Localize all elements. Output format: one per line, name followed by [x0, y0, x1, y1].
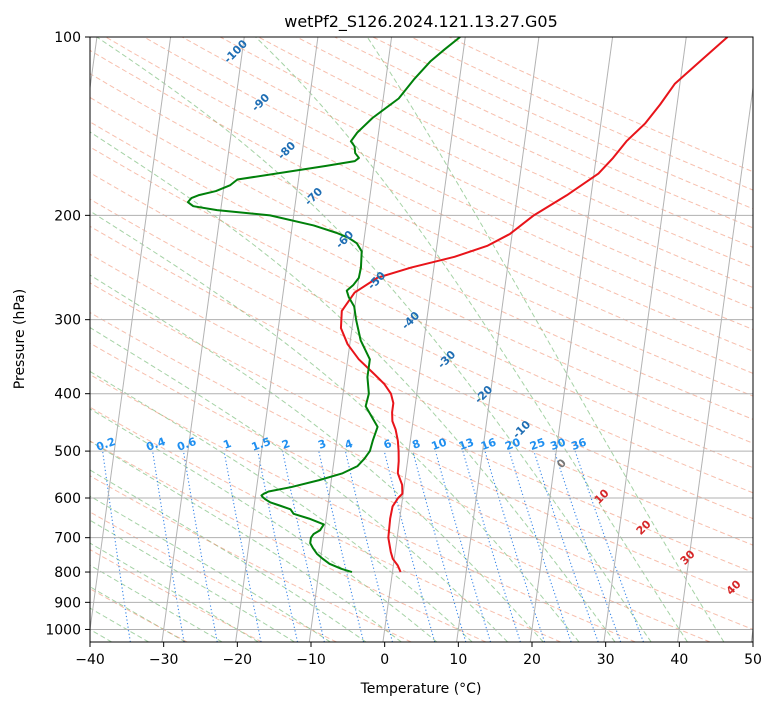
isotherm-line [90, 37, 172, 634]
y-tick-label: 600 [54, 491, 81, 507]
mixing-ratio-label: 0.6 [175, 435, 198, 454]
y-tick-label: 800 [54, 565, 81, 581]
moist-adiabat-line [255, 37, 688, 642]
dry-adiabat-line [90, 282, 753, 602]
mixing-ratio-line [318, 450, 365, 642]
moist-adiabat-line [90, 370, 473, 642]
moist-adiabat-line [90, 408, 438, 642]
dry-adiabat-line [90, 440, 487, 642]
isotherm-line [308, 37, 393, 642]
x-tick-label: −10 [296, 652, 326, 668]
mixing-ratio-line [152, 451, 185, 642]
mixing-ratio-label: 1.5 [250, 435, 273, 454]
mixing-ratio-label: 16 [479, 436, 498, 454]
mixing-ratio-line [257, 450, 299, 642]
mixing-ratio-line [533, 450, 599, 642]
dewpoint-profile-line [186, 37, 461, 573]
mixing-ratio-line [508, 450, 572, 642]
mixing-ratio-line [282, 450, 325, 642]
moist-adiabat-line [90, 274, 544, 642]
plot-frame [89, 36, 754, 643]
x-tick-label: −30 [149, 652, 179, 668]
mixing-ratio-label: 3 [316, 437, 328, 452]
y-tick-label: 200 [54, 208, 81, 224]
mixing-ratio-label: 10 [430, 436, 449, 454]
y-tick-label: 700 [54, 531, 81, 547]
isotherm-line [235, 37, 319, 642]
dry-adiabat-line [90, 311, 753, 630]
y-tick-label: 1000 [45, 622, 81, 638]
isotherm-line [456, 37, 540, 642]
x-tick-label: −40 [75, 652, 105, 668]
dry-adiabat-line [181, 37, 753, 309]
dry-adiabat-line [143, 37, 753, 331]
dry-adiabat-line [90, 73, 753, 397]
dry-adiabat-line [90, 96, 753, 420]
mixing-ratio-label: 2 [280, 437, 292, 452]
isotherm-line [677, 84, 753, 642]
mixing-ratio-label: 20 [503, 436, 522, 454]
isotherm-line [603, 37, 687, 642]
isotherm-line [529, 37, 614, 642]
mixing-ratio-line [182, 451, 218, 642]
mixing-ratio-line [553, 450, 622, 642]
x-tick-label: −20 [223, 652, 253, 668]
mixing-ratio-label: 0.2 [94, 435, 117, 454]
y-tick-label: 900 [54, 595, 81, 611]
x-tick-label: 30 [597, 652, 615, 668]
dry-adiabat-line [105, 37, 753, 352]
mixing-ratio-label: 1 [222, 437, 234, 452]
moist-adiabat-line [90, 469, 367, 642]
moist-adiabat-line [90, 586, 186, 642]
mixing-ratio-line [484, 450, 546, 642]
mixing-ratio-line [223, 451, 262, 642]
moist-adiabat-line [90, 440, 402, 642]
moist-adiabat-line [90, 564, 223, 642]
mixing-ratio-label: 0.4 [144, 435, 167, 454]
x-tick-label: 0 [380, 652, 389, 668]
y-tick-label: 400 [54, 387, 81, 403]
x-tick-label: 40 [670, 652, 688, 668]
dry-adiabat-line [90, 225, 753, 546]
mixing-ratio-label: 36 [569, 436, 588, 454]
moist-adiabat-line [90, 210, 580, 642]
plot-background [90, 37, 753, 642]
isotherm-line [161, 37, 245, 642]
moist-adiabat-line [366, 37, 725, 642]
temperature-profile-line [339, 37, 729, 573]
isotherm-line [382, 37, 466, 642]
x-tick-label: 50 [744, 652, 762, 668]
x-tick-label: 20 [523, 652, 541, 668]
x-axis-label: Temperature (°C) [360, 681, 482, 697]
y-axis-label: Pressure (hPa) [12, 289, 28, 389]
y-tick-label: 300 [54, 313, 81, 329]
x-tick-label: 10 [449, 652, 467, 668]
background-lines [90, 37, 753, 642]
mixing-ratio-label: 30 [549, 436, 568, 454]
mixing-ratio-label: 25 [528, 436, 547, 453]
moist-adiabat-line [90, 326, 508, 642]
moist-adiabat-line [90, 542, 259, 642]
mixing-ratio-label: 6 [382, 437, 394, 452]
sounding-profiles [186, 37, 729, 573]
moist-adiabat-line [96, 37, 652, 642]
chart-title: wetPf2_S126.2024.121.13.27.G05 [284, 12, 558, 32]
dry-adiabat-line [90, 374, 636, 642]
dry-adiabat-line [90, 406, 561, 642]
moist-adiabat-line [90, 519, 295, 642]
mixing-ratio-label: 8 [410, 437, 422, 452]
dry-adiabat-line [90, 549, 263, 642]
axis-ticks: −40 −30 −20 −10 0 10 20 30 40 5010020030040050060… [45, 30, 762, 668]
mixing-ratio-line [344, 450, 394, 642]
mixing-ratio-label: 13 [457, 436, 476, 453]
mixing-ratio-label: 4 [343, 437, 355, 452]
y-tick-label: 100 [54, 30, 81, 46]
y-tick-label: 500 [54, 444, 81, 460]
dry-adiabat-line [90, 49, 753, 374]
dry-adiabat-line [90, 198, 753, 520]
